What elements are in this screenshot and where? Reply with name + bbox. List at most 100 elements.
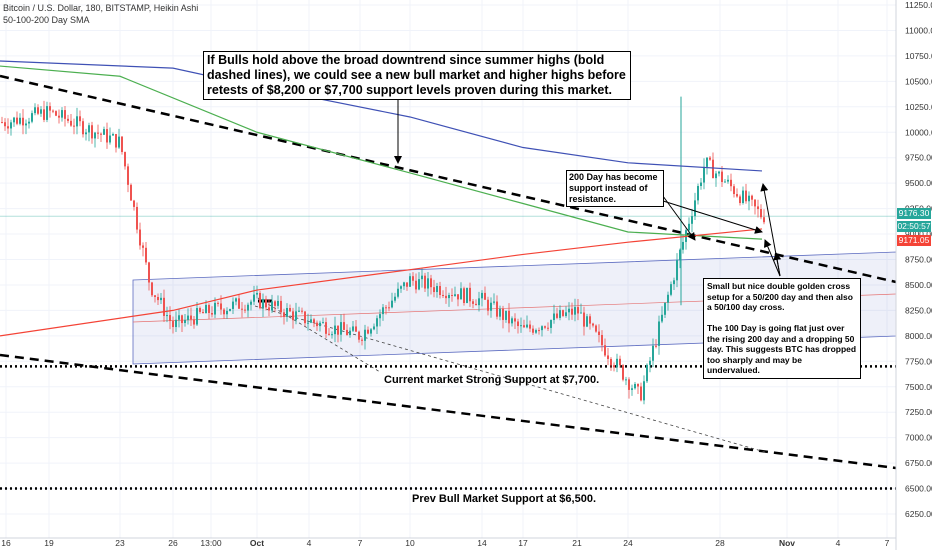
candle-body <box>445 295 447 299</box>
candle-body <box>724 181 726 183</box>
annotation-arrow <box>659 199 763 234</box>
candle-body <box>127 166 129 185</box>
x-tick-label: 4 <box>836 538 841 548</box>
candle-body <box>67 118 69 121</box>
candle-body <box>544 326 546 328</box>
y-tick-label: 9500.00 <box>905 178 932 188</box>
candle-body <box>7 126 9 129</box>
candle-body <box>118 136 120 148</box>
y-tick-label: 10500.00 <box>905 76 932 86</box>
x-tick-label: 17 <box>518 538 528 548</box>
candle-body <box>253 294 255 302</box>
x-tick-label: 7 <box>358 538 363 548</box>
candle-body <box>265 298 267 308</box>
candle-body <box>484 292 486 300</box>
candle-body <box>271 301 273 311</box>
candle-body <box>121 136 123 153</box>
y-tick-label: 10250.00 <box>905 102 932 112</box>
candle-body <box>103 129 105 135</box>
candle-body <box>367 329 369 334</box>
candle-body <box>646 364 648 382</box>
candle-body <box>397 288 399 297</box>
candle-body <box>442 294 444 296</box>
candle-body <box>505 310 507 320</box>
candle-body <box>523 325 525 328</box>
candle-body <box>541 326 543 331</box>
candle-body <box>73 125 75 127</box>
candle-body <box>52 110 54 112</box>
candle-body <box>88 125 90 133</box>
y-tick-label: 10000.00 <box>905 127 932 137</box>
candle-body <box>400 286 402 289</box>
candle-body <box>511 318 513 324</box>
golden-cross-annotation[interactable]: Small but nice double golden cross setup… <box>703 278 861 379</box>
candle-body <box>502 308 504 320</box>
candle-body <box>763 217 765 223</box>
annotation-arrow <box>764 239 781 277</box>
candle-body <box>355 326 357 332</box>
candle-body <box>682 241 684 250</box>
candle-body <box>370 329 372 334</box>
candle-body <box>211 313 213 315</box>
candle-body <box>112 134 114 136</box>
x-tick-label: 4 <box>307 538 312 548</box>
candle-body <box>490 302 492 311</box>
annotation-arrow <box>659 191 696 241</box>
candle-body <box>100 133 102 135</box>
y-tick-label: 11250.00 <box>905 0 932 10</box>
candle-body <box>454 294 456 296</box>
candle-body <box>214 302 216 315</box>
candle-body <box>193 319 195 325</box>
candle-body <box>520 325 522 327</box>
candle-body <box>208 304 210 314</box>
candle-body <box>124 152 126 167</box>
candle-body <box>241 308 243 310</box>
candle-body <box>97 132 99 134</box>
candle-body <box>418 279 420 290</box>
candle-body <box>499 308 501 317</box>
candle-body <box>589 316 591 324</box>
countdown-tag: 02:50:57 <box>897 221 931 232</box>
candle-body <box>673 280 675 285</box>
candle-body <box>361 339 363 341</box>
candle-body <box>343 322 345 330</box>
candle-body <box>700 182 702 187</box>
candle-body <box>493 301 495 303</box>
candle-body <box>64 110 66 119</box>
candle-body <box>277 300 279 306</box>
candle-body <box>670 284 672 295</box>
candle-body <box>244 309 246 311</box>
x-tick-label: 14 <box>477 538 487 548</box>
candle-body <box>568 308 570 313</box>
candle-body <box>43 109 45 120</box>
candle-body <box>172 321 174 328</box>
candle-body <box>721 171 723 183</box>
candle-body <box>565 312 567 316</box>
candle-body <box>571 308 573 315</box>
candle-body <box>283 312 285 317</box>
x-tick-label: 19 <box>44 538 54 548</box>
chart-title: Bitcoin / U.S. Dollar, 180, BITSTAMP, He… <box>3 3 199 13</box>
candle-body <box>340 322 342 335</box>
candle-body <box>169 315 171 322</box>
candle-body <box>412 276 414 281</box>
candle-body <box>583 312 585 327</box>
candle-body <box>13 117 15 123</box>
candle-body <box>373 326 375 330</box>
candle-body <box>556 313 558 318</box>
candle-body <box>718 171 720 174</box>
candle-body <box>91 125 93 139</box>
main-annotation[interactable]: If Bulls hold above the broad downtrend … <box>203 51 631 100</box>
candle-body <box>388 307 390 309</box>
candle-body <box>403 282 405 287</box>
candle-body <box>148 262 150 283</box>
ma200-annotation[interactable]: 200 Day has become support instead of re… <box>566 170 664 207</box>
candle-body <box>559 310 561 318</box>
candle-body <box>694 200 696 217</box>
downtrend-line-lower <box>0 353 897 470</box>
candle-body <box>307 322 309 324</box>
annotation-arrow <box>773 252 782 277</box>
indicator-label[interactable]: 50-100-200 Day SMA <box>3 15 90 25</box>
candle-body <box>1 122 3 124</box>
y-tick-label: 6250.00 <box>905 509 932 519</box>
